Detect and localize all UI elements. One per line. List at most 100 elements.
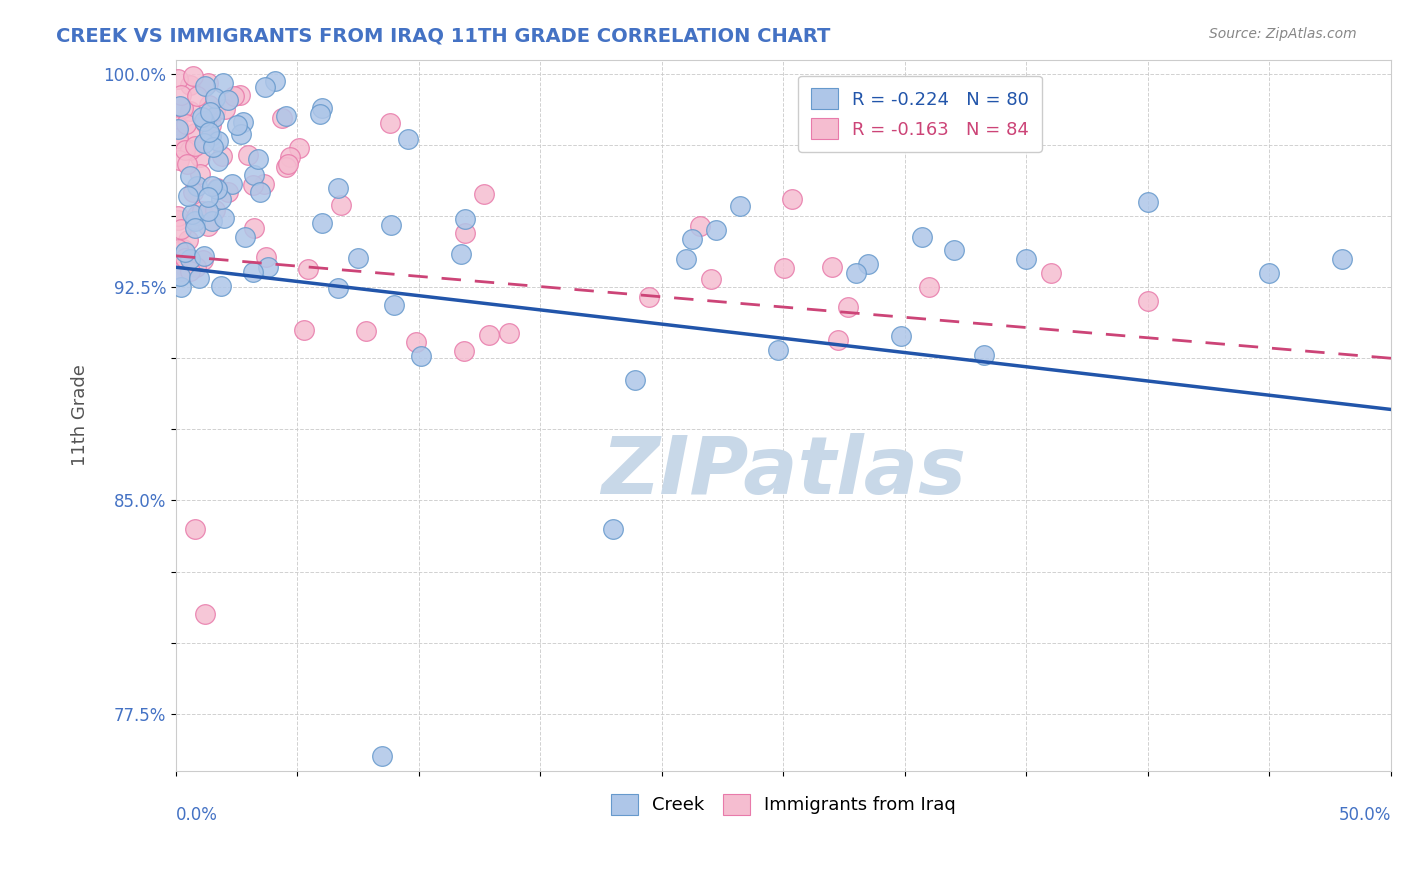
Point	[184, 522, 207, 536]
Point	[942, 243, 965, 257]
Point	[191, 252, 214, 267]
Point	[382, 298, 405, 312]
Point	[242, 221, 264, 235]
Point	[179, 252, 201, 267]
Point	[198, 105, 221, 120]
Point	[1136, 294, 1159, 309]
Point	[193, 136, 215, 151]
Point	[232, 115, 254, 129]
Point	[311, 101, 333, 115]
Point	[177, 233, 200, 247]
Point	[183, 69, 205, 83]
Point	[179, 78, 201, 92]
Point	[845, 266, 868, 280]
Point	[236, 148, 259, 162]
Point	[170, 280, 193, 294]
Point	[198, 98, 221, 112]
Point	[229, 127, 252, 141]
Point	[167, 119, 190, 133]
Point	[277, 156, 299, 170]
Point	[204, 103, 226, 118]
Point	[205, 180, 228, 194]
Point	[270, 111, 292, 125]
Point	[380, 116, 402, 130]
Point	[167, 137, 190, 152]
Point	[472, 187, 495, 202]
Point	[211, 76, 233, 90]
Point	[706, 223, 728, 237]
Point	[169, 99, 191, 113]
Point	[184, 214, 207, 228]
Point	[200, 128, 222, 143]
Point	[311, 216, 333, 230]
Point	[167, 242, 190, 256]
Point	[173, 244, 195, 259]
Point	[184, 260, 207, 274]
Point	[191, 110, 214, 124]
Text: ZIPatlas: ZIPatlas	[600, 433, 966, 511]
Point	[179, 264, 201, 278]
Text: 0.0%: 0.0%	[176, 806, 218, 824]
Point	[288, 141, 311, 155]
Point	[224, 88, 246, 103]
Point	[202, 110, 225, 124]
Point	[326, 281, 349, 295]
Point	[217, 185, 239, 199]
Point	[254, 250, 277, 264]
Point	[409, 349, 432, 363]
Point	[356, 324, 378, 338]
Point	[1258, 266, 1281, 280]
Point	[602, 522, 624, 536]
Point	[209, 192, 232, 206]
Point	[184, 139, 207, 153]
Point	[256, 260, 278, 275]
Point	[186, 179, 208, 194]
Point	[405, 335, 427, 350]
Point	[167, 72, 190, 87]
Point	[821, 260, 844, 275]
Point	[242, 265, 264, 279]
Point	[179, 143, 201, 157]
Point	[170, 222, 193, 236]
Point	[1331, 252, 1354, 266]
Point	[973, 348, 995, 362]
Point	[197, 76, 219, 90]
Point	[308, 107, 330, 121]
Point	[174, 252, 197, 266]
Point	[193, 249, 215, 263]
Point	[197, 204, 219, 219]
Point	[380, 218, 402, 232]
Point	[274, 161, 297, 175]
Point	[1015, 252, 1038, 266]
Point	[184, 126, 207, 140]
Point	[200, 118, 222, 132]
Point	[167, 131, 190, 145]
Point	[167, 121, 190, 136]
Point	[328, 181, 350, 195]
Legend: Creek, Immigrants from Iraq: Creek, Immigrants from Iraq	[600, 783, 967, 826]
Point	[780, 193, 803, 207]
Point	[214, 102, 236, 116]
Point	[204, 91, 226, 105]
Point	[1039, 266, 1062, 280]
Point	[689, 219, 711, 233]
Point	[498, 326, 520, 340]
Point	[201, 178, 224, 193]
Point	[249, 185, 271, 199]
Point	[170, 88, 193, 103]
Point	[180, 207, 202, 221]
Point	[453, 343, 475, 358]
Point	[1136, 194, 1159, 209]
Point	[253, 79, 276, 94]
Text: CREEK VS IMMIGRANTS FROM IRAQ 11TH GRADE CORRELATION CHART: CREEK VS IMMIGRANTS FROM IRAQ 11TH GRADE…	[56, 27, 831, 45]
Point	[207, 153, 229, 168]
Point	[167, 209, 190, 223]
Point	[454, 211, 477, 226]
Point	[297, 261, 319, 276]
Point	[278, 150, 301, 164]
Point	[173, 259, 195, 273]
Point	[194, 78, 217, 93]
Point	[253, 177, 276, 191]
Point	[177, 189, 200, 203]
Point	[827, 333, 849, 347]
